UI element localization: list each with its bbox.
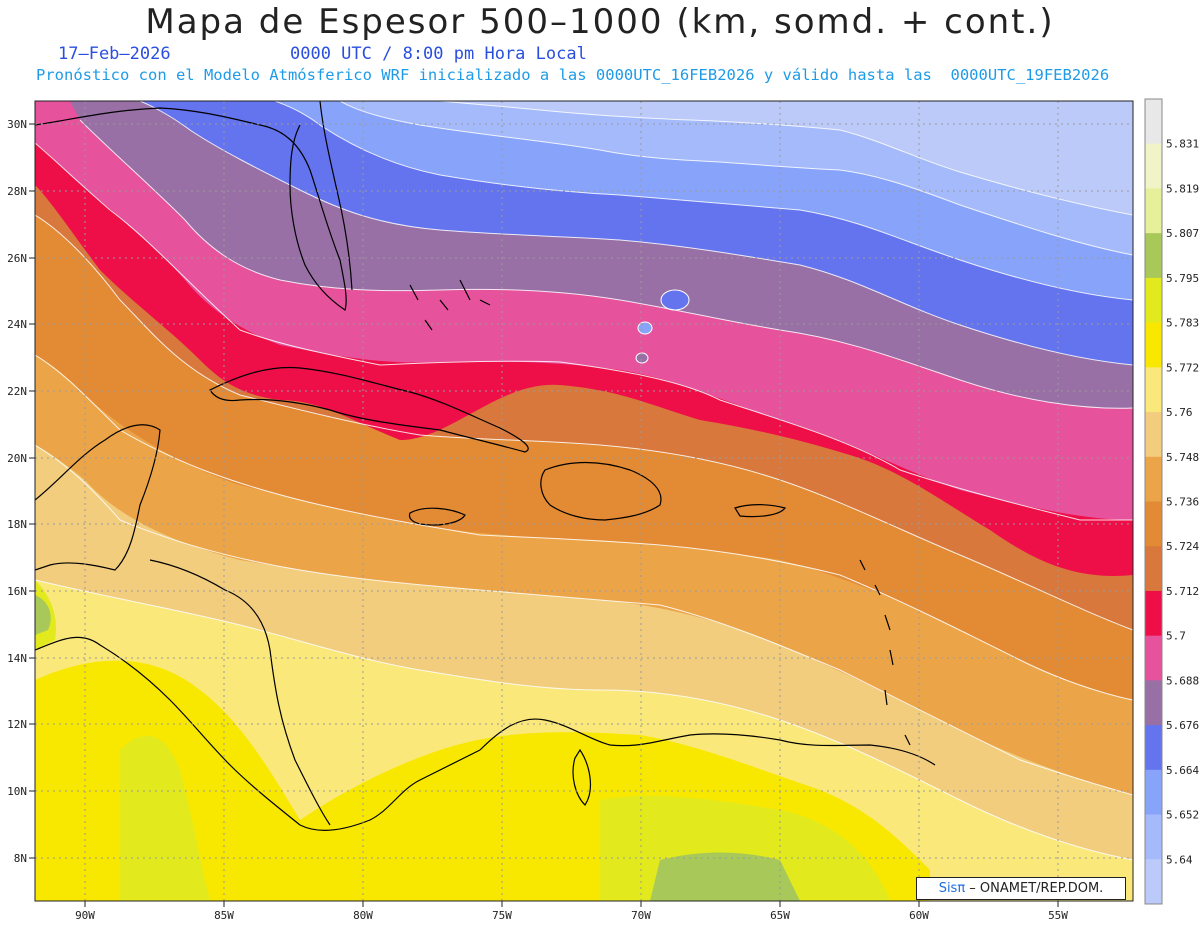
low-center: [660, 289, 690, 311]
lon-label: 70W: [631, 909, 651, 922]
forecast-description: Pronóstico con el Modelo Atmósferico WRF…: [36, 66, 1110, 84]
forecast-date: 17–Feb–2026: [58, 44, 171, 64]
colorbar-label: 5.664: [1166, 764, 1199, 777]
credit-box: Sisπ – ONAMET/REP.DOM.: [916, 877, 1126, 900]
yucatan: [35, 424, 161, 571]
lon-label: 85W: [214, 909, 234, 922]
lon-label: 55W: [1048, 909, 1068, 922]
colorbar: [1144, 98, 1163, 905]
lon-label: 75W: [492, 909, 512, 922]
colorbar-label: 5.64: [1166, 853, 1193, 866]
credit-text: – ONAMET/REP.DOM.: [965, 881, 1104, 896]
graticule: [35, 101, 1133, 901]
lake-maracaibo: [572, 748, 592, 806]
colorbar-label: 5.736: [1166, 496, 1199, 509]
colorbar-label: 5.688: [1166, 674, 1199, 687]
lat-labels: 30N 28N 26N 24N 22N 20N 18N 16N 14N 12N …: [7, 118, 27, 865]
lon-label: 60W: [909, 909, 929, 922]
lon-label: 65W: [770, 909, 790, 922]
lat-label: 24N: [7, 318, 27, 331]
caribbean-coast-ca: [149, 559, 331, 826]
colorbar-swatch: [1145, 590, 1162, 637]
colorbar-labels: 5.831 5.819 5.807 5.795 5.783 5.772 5.76 5.748 5…: [1166, 138, 1199, 867]
lat-label: 10N: [7, 785, 27, 798]
colorbar-swatch: [1145, 233, 1162, 279]
band-5-807: [35, 595, 800, 901]
lat-label: 14N: [7, 652, 27, 665]
colorbar-swatch: [1145, 635, 1162, 681]
band-5-628: [420, 101, 1133, 215]
colorbar-swatch: [1145, 143, 1162, 189]
colorbar-label: 5.676: [1166, 719, 1199, 732]
colorbar-label: 5.819: [1166, 182, 1199, 195]
colorbar-label: 5.76: [1166, 406, 1193, 419]
axis-ticks: [29, 123, 1059, 907]
forecast-time: 0000 UTC / 8:00 pm Hora Local: [290, 44, 587, 64]
bahamas: [409, 279, 491, 331]
lat-label: 18N: [7, 518, 27, 531]
colorbar-label: 5.724: [1166, 540, 1199, 553]
colorbar-label: 5.7: [1166, 630, 1186, 643]
colorbar-swatch: [1145, 188, 1162, 234]
colorbar-swatch: [1145, 456, 1162, 502]
colorbar-label: 5.652: [1166, 809, 1199, 822]
cuba: [209, 366, 529, 453]
jamaica: [408, 507, 466, 526]
colorbar-swatch: [1145, 277, 1162, 324]
colorbar-swatch: [1145, 769, 1162, 816]
colorbar-swatch: [1145, 412, 1162, 458]
florida-east: [319, 101, 353, 291]
lat-label: 30N: [7, 118, 27, 131]
contour-lines: [35, 101, 1133, 861]
puerto-rico: [734, 504, 786, 518]
south-america-coast: [479, 718, 936, 766]
lat-label: 26N: [7, 252, 27, 265]
colorbar-label: 5.772: [1166, 361, 1199, 374]
lon-labels: 90W 85W 80W 75W 70W 65W 60W 55W: [75, 909, 1068, 922]
colorbar-swatch: [1145, 725, 1162, 771]
colorbar-swatch: [1145, 99, 1162, 145]
low-center: [637, 321, 653, 335]
colorbar-label: 5.795: [1166, 272, 1199, 285]
colorbar-swatch: [1145, 501, 1162, 547]
lon-label: 90W: [75, 909, 95, 922]
lat-label: 20N: [7, 452, 27, 465]
colorbar-swatch: [1145, 814, 1162, 860]
lat-label: 12N: [7, 718, 27, 731]
lat-label: 8N: [14, 852, 27, 865]
hispaniola: [540, 461, 662, 521]
lat-label: 22N: [7, 385, 27, 398]
colorbar-swatch: [1145, 546, 1162, 592]
thickness-bands: [35, 101, 1133, 901]
colorbar-label: 5.783: [1166, 317, 1199, 330]
colorbar-swatch: [1145, 367, 1162, 413]
colorbar-swatch: [1145, 680, 1162, 726]
coastlines: [35, 101, 936, 831]
colorbar-label: 5.807: [1166, 227, 1199, 240]
colorbar-label: 5.748: [1166, 451, 1199, 464]
lat-label: 16N: [7, 585, 27, 598]
lon-label: 80W: [353, 909, 373, 922]
low-center: [635, 352, 649, 364]
colorbar-swatch: [1145, 322, 1162, 368]
colorbar-swatch: [1145, 859, 1162, 905]
colorbar-label: 5.831: [1166, 138, 1199, 151]
colorbar-label: 5.712: [1166, 585, 1199, 598]
lat-label: 28N: [7, 185, 27, 198]
lesser-antilles: [859, 559, 911, 746]
central-america: [35, 636, 481, 831]
us-gulf-coast: [35, 107, 347, 311]
colorbar-frame: [1144, 98, 1163, 905]
page-title: Mapa de Espesor 500–1000 (km, somd. + co…: [145, 2, 1055, 42]
band-5-795: [35, 580, 890, 901]
map-frame: [34, 100, 1134, 902]
sispi-logo: Sisπ: [938, 881, 966, 896]
